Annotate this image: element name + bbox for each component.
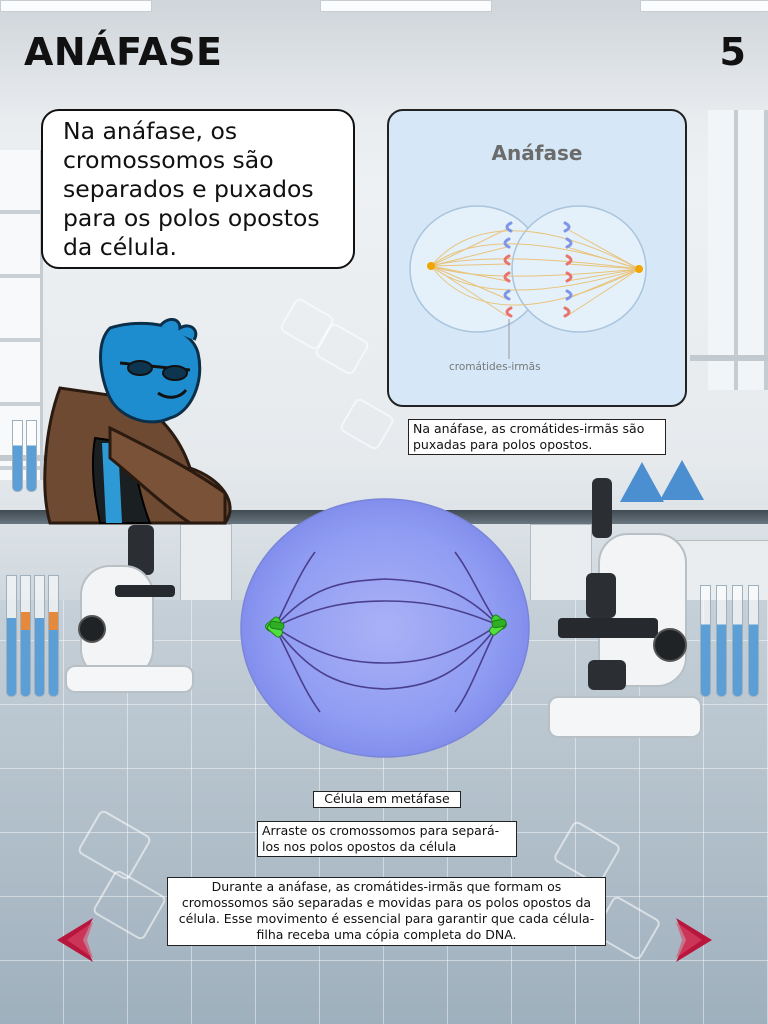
ceiling — [0, 0, 768, 120]
test-tube — [26, 420, 37, 492]
chromatids-right — [563, 221, 573, 318]
chromosome-cluster-left[interactable] — [264, 616, 285, 638]
window — [708, 110, 768, 390]
chromosome-cluster-right[interactable] — [488, 614, 507, 636]
flask — [620, 462, 664, 502]
anaphase-diagram-card: Anáfase — [387, 109, 687, 407]
centrosome — [635, 265, 643, 273]
test-tube — [34, 575, 45, 697]
cell-membrane — [240, 498, 530, 758]
speech-bubble-text: Na anáfase, os cromossomos são separados… — [63, 117, 320, 261]
arrow-right-icon[interactable] — [660, 912, 716, 968]
drag-instruction: Arraste os cromossomos para separá-los n… — [257, 821, 517, 857]
sister-chromatids-label: cromátides-irmãs — [449, 361, 541, 373]
microscope — [548, 478, 708, 740]
metaphase-cell[interactable] — [240, 497, 530, 759]
page-title: ANÁFASE — [24, 30, 223, 74]
test-tube — [716, 585, 727, 697]
shelf — [690, 355, 768, 361]
cell-caption: Célula em metáfase — [313, 791, 461, 808]
explanation-text: Durante a anáfase, as cromátides-irmãs q… — [167, 877, 606, 946]
molecule-decoration — [338, 396, 396, 452]
test-tube — [20, 575, 31, 697]
flask — [660, 460, 704, 500]
test-tube — [12, 420, 23, 492]
speech-bubble: Na anáfase, os cromossomos são separados… — [41, 109, 355, 269]
ceiling-light — [640, 0, 768, 12]
daughter-cell-outline — [511, 205, 647, 333]
chromatids-left — [503, 221, 513, 318]
centrosome — [427, 262, 435, 270]
test-tube — [700, 585, 711, 697]
spindle-fibers — [274, 551, 499, 713]
test-tube — [732, 585, 743, 697]
test-tube — [6, 575, 17, 697]
diagram-caption: Na anáfase, as cromátides-irmãs são puxa… — [408, 419, 666, 455]
microscope — [60, 525, 194, 695]
ceiling-light — [0, 0, 152, 12]
mascot-character — [43, 318, 232, 525]
diagram-title: Anáfase — [491, 141, 583, 165]
ceiling-light — [320, 0, 492, 12]
test-tube — [48, 575, 59, 697]
spindle-fibers — [430, 228, 640, 317]
test-tube — [748, 585, 759, 697]
arrow-left-icon[interactable] — [53, 912, 109, 968]
page-number: 5 — [719, 30, 746, 74]
anaphase-diagram — [409, 205, 647, 359]
